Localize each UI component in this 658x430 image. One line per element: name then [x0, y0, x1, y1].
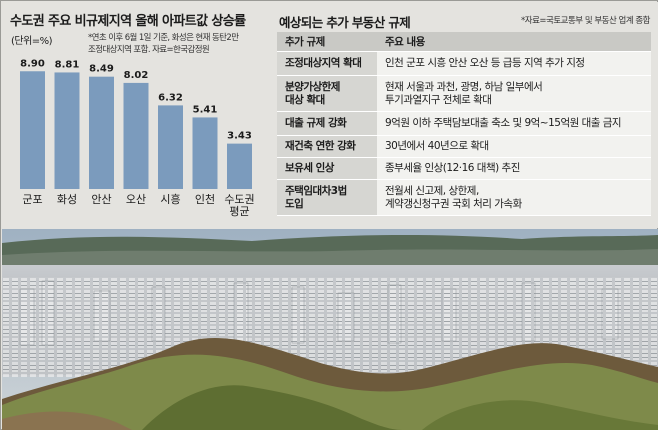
category-label: 평균: [229, 205, 249, 218]
bar-value-label: 6.32: [158, 92, 183, 103]
table-row: 대출 규제 강화 9억원 이하 주택담보대출 축소 및 9억~15억원 대출 금…: [277, 111, 651, 136]
bar: [192, 117, 218, 189]
row-content-text: 투기과열지구 전체로 확대: [385, 93, 492, 106]
chart-note-line2: 조정대상지역 포함. 자료=한국감정원: [88, 45, 210, 55]
row-category: 보유세 인상: [277, 157, 377, 180]
row-content-text: 인천 군포 시흥 안산 오산 등 급등 지역 추가 지정: [385, 57, 585, 69]
bar: [89, 76, 114, 189]
category-label: 시흥: [160, 192, 180, 206]
category-label: 군포: [22, 193, 42, 206]
row-category-text: 주택임대차3법: [285, 184, 347, 197]
row-content: 30년에서 40년으로 확대: [377, 135, 651, 158]
bar-value-label: 5.41: [193, 104, 218, 115]
table-row: 분양가상한제 대상 확대 현재 서울과 과천, 광명, 하남 일부에서 투기과열지구…: [277, 75, 651, 112]
row-category: 재건축 연한 강화: [277, 135, 377, 158]
row-content-text: 9억원 이하 주택담보대출 축소 및 9억~15억원 대출 금지: [385, 117, 622, 129]
row-category-text: 보유세 인상: [285, 162, 334, 174]
category-label: 안산: [91, 193, 111, 206]
row-content-text: 계약갱신청구권 국회 처리 가속화: [385, 197, 522, 210]
row-content: 종부세율 인상(12·16 대책) 추진: [377, 157, 651, 180]
row-category: 분양가상한제 대상 확대: [277, 75, 377, 112]
table-source: *자료=국토교통부 및 부동산 업계 종합: [521, 16, 650, 26]
row-content-text: 30년에서 40년으로 확대: [385, 140, 489, 152]
city-skyline-illustration: [2, 229, 658, 430]
row-category: 주택임대차3법 도입: [277, 179, 377, 216]
row-category-text: 분양가상한제: [285, 80, 340, 93]
category-label: 오산: [126, 193, 146, 206]
row-category-text: 대출 규제 강화: [285, 117, 347, 129]
bar-value-label: 8.90: [20, 58, 45, 69]
row-category: 대출 규제 강화: [277, 111, 377, 136]
chart-unit: (단위=%): [11, 36, 53, 47]
row-category-text: 조정대상지역 확대: [285, 57, 362, 69]
row-content: 9억원 이하 주택담보대출 축소 및 9억~15억원 대출 금지: [377, 111, 651, 136]
row-content: 전월세 신고제, 상한제, 계약갱신청구권 국회 처리 가속화: [377, 179, 651, 216]
table-row: 주택임대차3법 도입 전월세 신고제, 상한제, 계약갱신청구권 국회 처리 가속화: [277, 179, 651, 216]
row-category: 조정대상지역 확대: [277, 51, 377, 76]
header-category: 추가 규제: [277, 32, 377, 52]
city-aerial-photo: [2, 229, 658, 430]
bar-value-label: 8.49: [89, 64, 114, 75]
category-label: 화성: [57, 193, 77, 206]
chart-title: 수도권 주요 비규제지역 올해 아파트값 상승률: [10, 14, 246, 29]
row-content: 현재 서울과 과천, 광명, 하남 일부에서 투기과열지구 전체로 확대: [377, 75, 651, 112]
row-content-text: 종부세율 인상(12·16 대책) 추진: [385, 162, 520, 174]
chart-note-line1: *연초 이후 6월 1일 기준, 화성은 현재 동탄2만: [88, 33, 239, 43]
bar-value-label: 8.81: [55, 59, 80, 70]
bar-value-label: 8.02: [124, 70, 149, 81]
table-row: 보유세 인상 종부세율 인상(12·16 대책) 추진: [277, 157, 651, 180]
row-category-text: 대상 확대: [285, 93, 325, 106]
table-row: 재건축 연한 강화 30년에서 40년으로 확대: [277, 135, 651, 158]
bar: [123, 82, 149, 189]
category-label: 수도권: [224, 193, 254, 206]
bar: [20, 71, 45, 189]
row-category-text: 도입: [285, 197, 304, 210]
category-label: 인천: [195, 192, 215, 206]
bar: [158, 105, 183, 189]
table-title: 예상되는 추가 부동산 규제: [279, 15, 411, 30]
table-header-row: 추가 규제 주요 내용: [277, 32, 651, 52]
bar-value-label: 3.43: [227, 131, 252, 142]
bar: [227, 143, 252, 189]
bar-chart: 8.90 군포 8.81 화성 8.49 안산 8.02 오산 6.32 시흥 5.41 인천 3.43…: [20, 58, 255, 218]
regulation-table: 추가 규제 주요 내용 조정대상지역 확대 인천 군포 시흥 안산 오산 등 급…: [277, 32, 651, 216]
row-category-text: 재건축 연한 강화: [285, 140, 356, 152]
row-content-text: 현재 서울과 과천, 광명, 하남 일부에서: [385, 80, 543, 93]
bar: [54, 72, 80, 189]
header-content: 주요 내용: [377, 32, 651, 52]
price-change-chart-panel: 수도권 주요 비규제지역 올해 아파트값 상승률 (단위=%) *연초 이후 6…: [2, 2, 265, 228]
regulation-table-panel: 예상되는 추가 부동산 규제 *자료=국토교통부 및 부동산 업계 종합 추가 …: [269, 2, 658, 228]
row-content: 인천 군포 시흥 안산 오산 등 급등 지역 추가 지정: [377, 51, 651, 76]
table-row: 조정대상지역 확대 인천 군포 시흥 안산 오산 등 급등 지역 추가 지정: [277, 51, 651, 76]
row-content-text: 전월세 신고제, 상한제,: [385, 184, 479, 197]
